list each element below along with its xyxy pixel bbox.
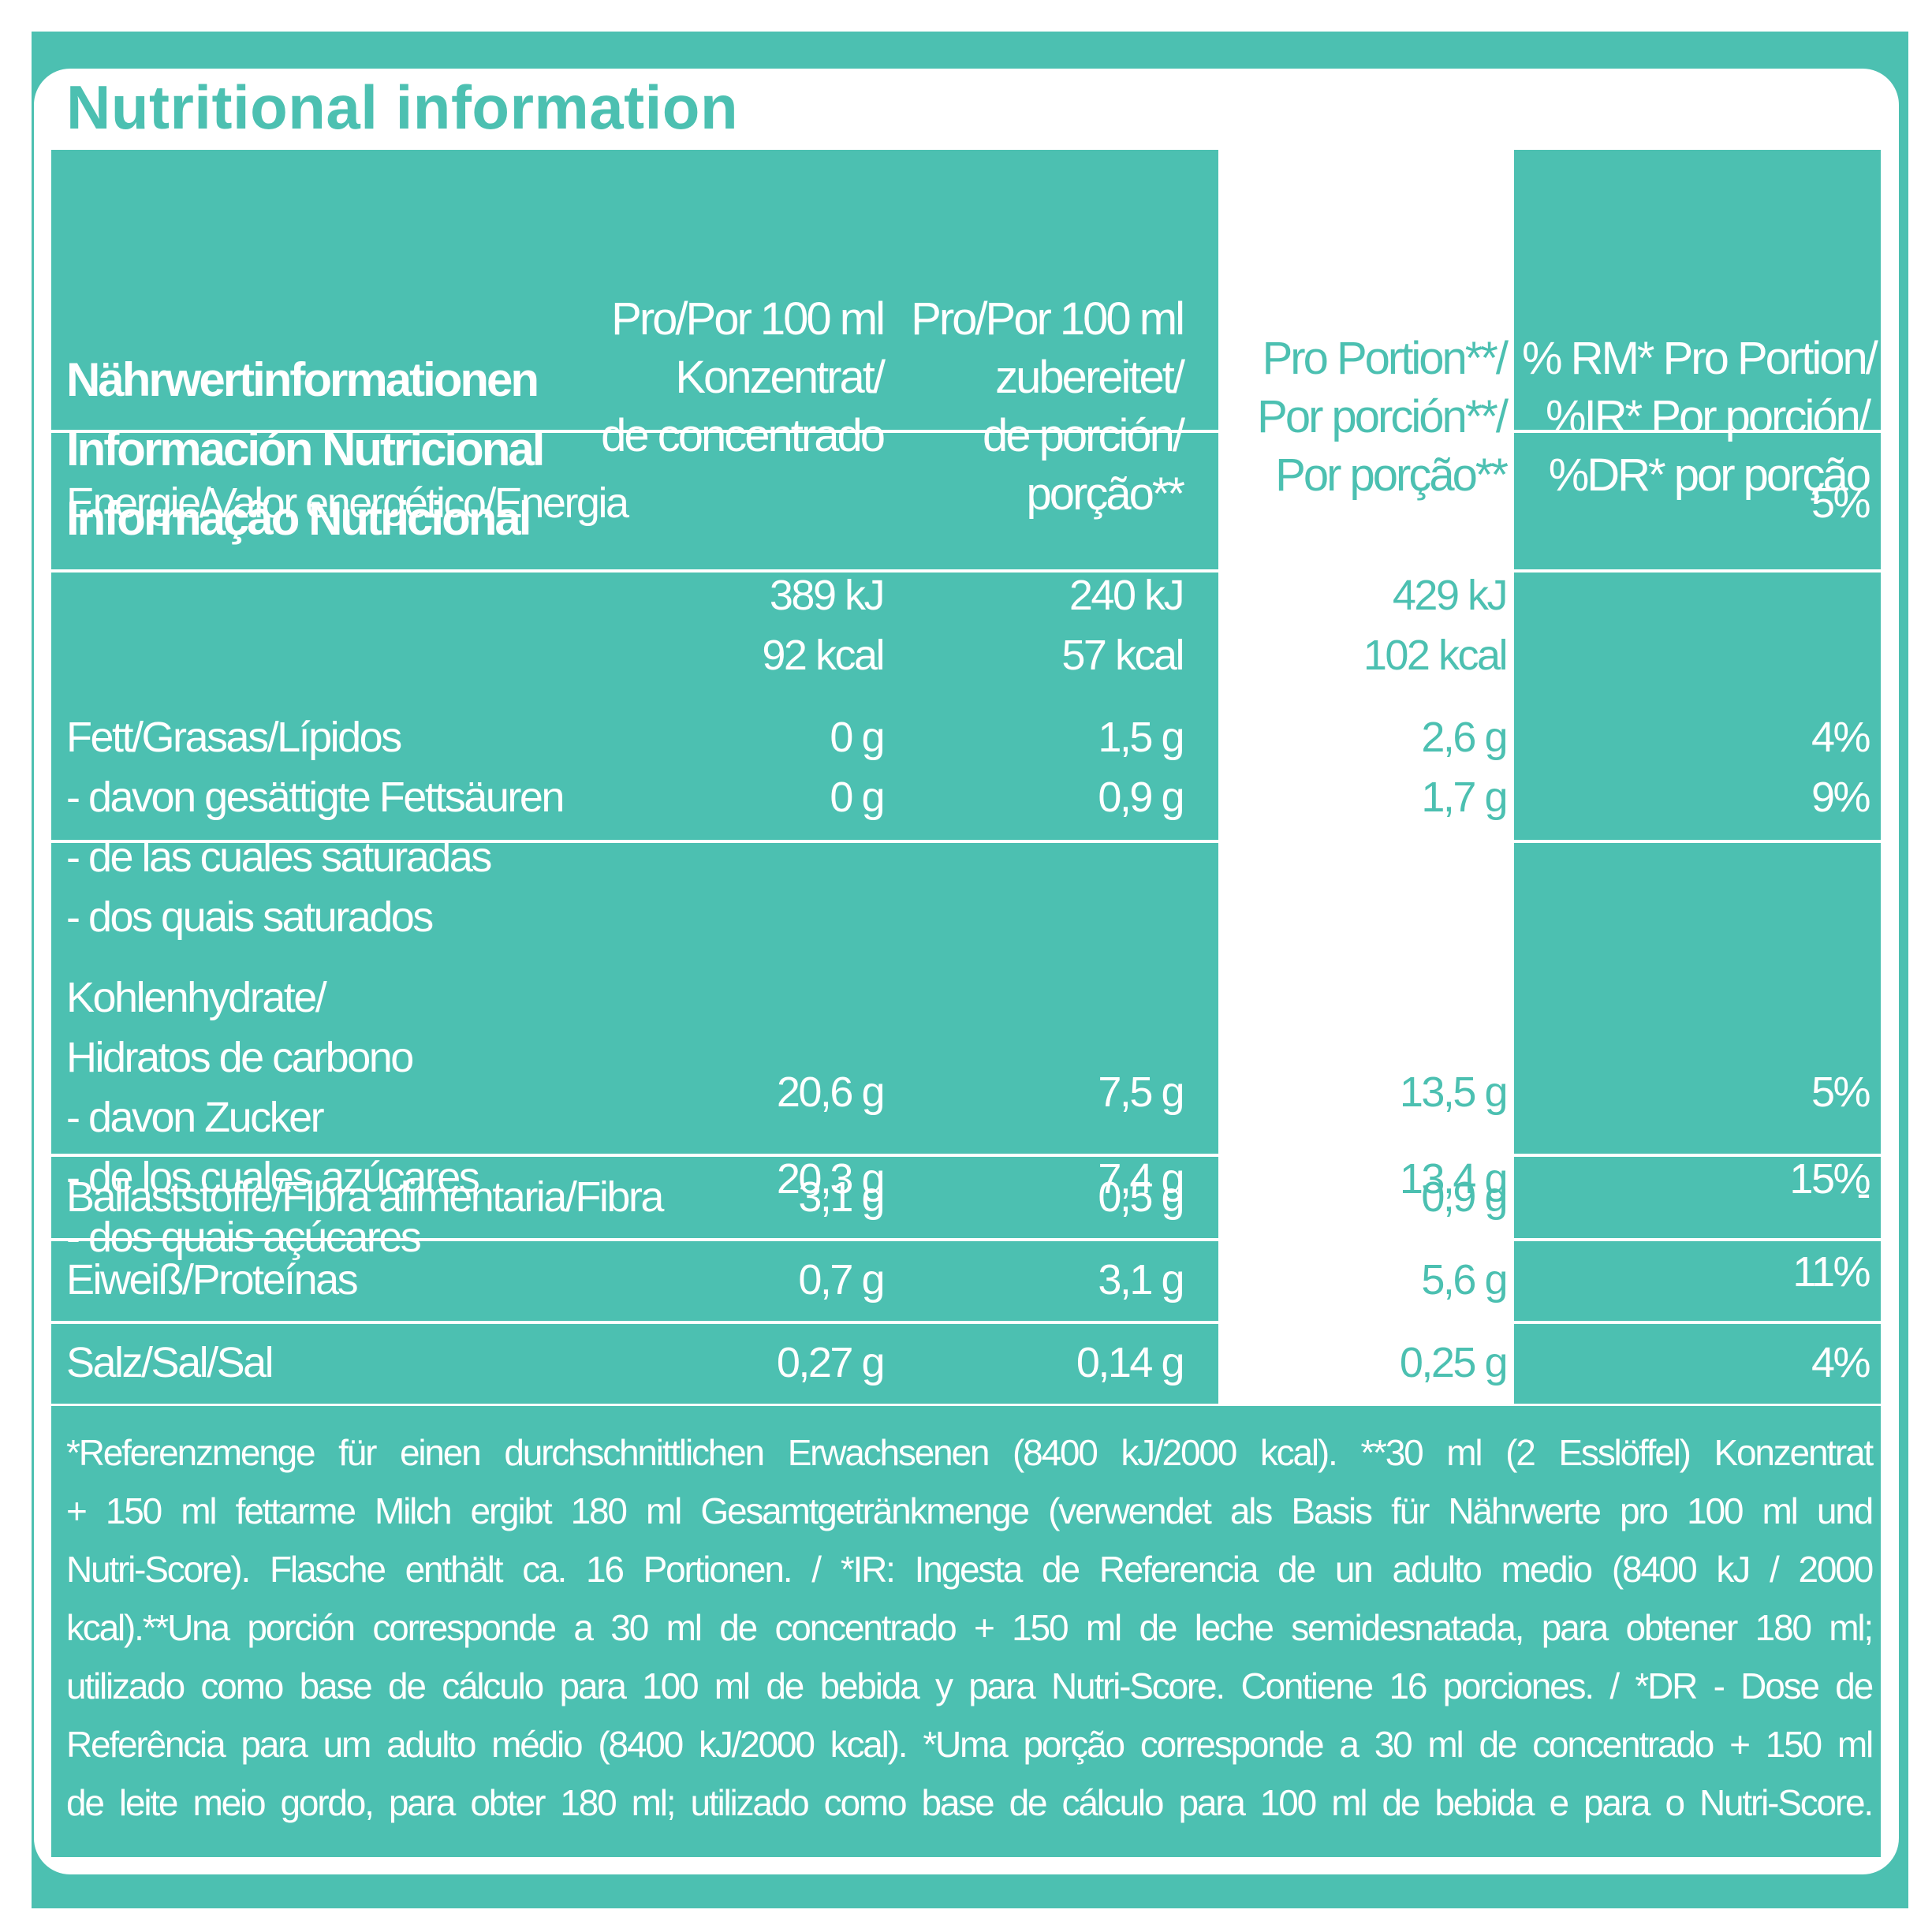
row-fibre-concentrate: 3,1 g	[798, 1173, 885, 1221]
row-salt-prepared: 0,14 g	[1076, 1339, 1185, 1386]
row-protein-label: Eiweiß/Proteínas	[66, 1256, 359, 1304]
row-fibre-label: Ballaststoffe/Fibra alimentaria/Fibra	[66, 1173, 664, 1221]
row-energy-label: Energie/Valor energético/Energia	[66, 479, 629, 527]
header-col-percent: % RM* Pro Portion/%IR* Por porción/%DR* …	[1522, 333, 1878, 501]
row-energy-concentrate: 389 kJ 92 kcal	[762, 572, 885, 679]
row-carbs-label: Kohlenhydrate/Hidratos de carbono - davon…	[66, 974, 480, 1261]
page-title: Nutritional information	[66, 73, 739, 142]
row-energy-percent: 5%	[1811, 479, 1871, 527]
row-carbs-concentrate: 20,6 g 20,3 g	[776, 1069, 886, 1203]
row-divider	[51, 840, 1881, 843]
row-salt-percent: 4%	[1811, 1339, 1871, 1386]
header-col-prepared: Pro/Por 100 ml zubereitet/de porción/porç…	[911, 293, 1185, 520]
percent-column	[1514, 150, 1881, 1404]
row-carbs-percent: 5% 15%	[1789, 1069, 1870, 1203]
row-salt-portion: 0,25 g	[1399, 1339, 1509, 1386]
row-divider	[51, 1238, 1881, 1241]
row-fat-prepared: 1,5 g 0,9 g	[1098, 714, 1184, 821]
row-protein-prepared: 3,1 g	[1098, 1256, 1184, 1304]
row-fibre-prepared: 0,5 g	[1098, 1173, 1184, 1221]
row-energy-portion: 429 kJ 102 kcal	[1363, 572, 1509, 679]
row-divider	[51, 569, 1881, 573]
row-protein-portion: 5,6 g	[1421, 1256, 1508, 1304]
row-fibre-percent: -	[1856, 1169, 1871, 1217]
row-fat-percent: 4% 9%	[1811, 714, 1871, 821]
header-label: Nährwertinformationen Información Nutrici…	[66, 353, 545, 545]
row-protein-percent: 11%	[1792, 1248, 1870, 1296]
row-divider	[51, 1404, 1881, 1406]
header-col-portion: Pro Portion**/Por porción**/Por porção**	[1257, 333, 1509, 501]
row-carbs-prepared: 7,5 g 7,4 g	[1098, 1069, 1184, 1203]
row-divider	[51, 1321, 1881, 1324]
row-salt-label: Salz/Sal/Sal	[66, 1339, 274, 1386]
row-carbs-portion: 13,5 g 13,4 g	[1399, 1069, 1509, 1203]
header-col-concentrate: Pro/Por 100 ml Konzentrat/de concentrado	[601, 293, 886, 461]
portion-column	[1218, 150, 1514, 1404]
row-energy-prepared: 240 kJ 57 kcal	[1061, 572, 1184, 679]
footnote: *Referenzmenge für einen durchschnittlic…	[66, 1432, 1874, 1823]
row-fibre-portion: 0,9 g	[1421, 1173, 1508, 1221]
row-divider	[51, 1154, 1881, 1157]
row-fat-portion: 2,6 g 1,7 g	[1421, 714, 1508, 821]
footnote-block	[51, 1404, 1881, 1857]
row-salt-concentrate: 0,27 g	[776, 1339, 886, 1386]
row-fat-label: Fett/Grasas/Lípidos - davon gesättigte Fe…	[66, 714, 565, 941]
row-divider	[51, 430, 1881, 433]
table-left-block	[51, 150, 1218, 1404]
row-protein-concentrate: 0,7 g	[798, 1256, 885, 1304]
